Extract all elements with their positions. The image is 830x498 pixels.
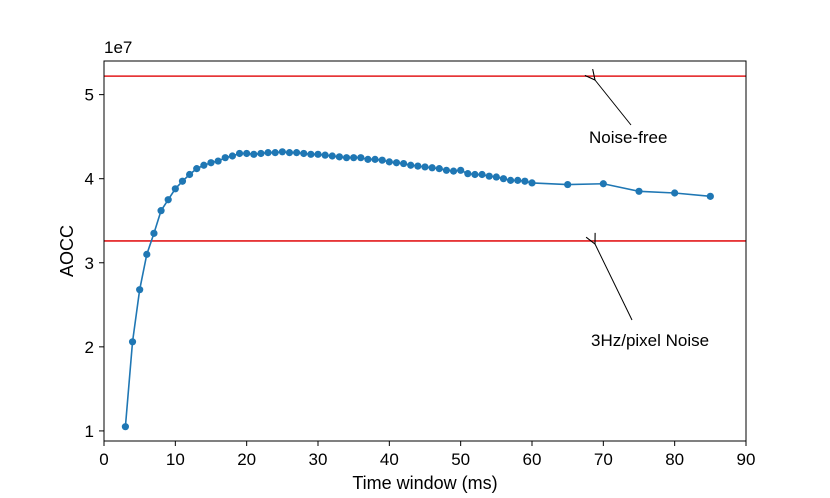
data-point (706, 192, 714, 200)
data-point (321, 151, 329, 159)
y-axis-label: AOCC (57, 225, 77, 277)
axis-ticks: 0 10 20 30 40 50 60 70 80 90 1 2 3 4 5 (85, 86, 756, 469)
data-point (264, 149, 272, 157)
data-point (186, 170, 194, 179)
data-point (136, 286, 144, 294)
data-point (457, 166, 465, 174)
data-point (478, 170, 486, 179)
data-point (635, 187, 643, 195)
data-point (507, 176, 515, 184)
x-tick-label: 30 (309, 450, 328, 469)
x-tick-label: 70 (594, 450, 613, 469)
data-point (514, 176, 522, 184)
data-point (521, 177, 529, 185)
data-point (221, 154, 229, 162)
data-point (442, 166, 450, 174)
x-tick-label: 50 (451, 450, 470, 469)
annotation-label-3hz-noise: 3Hz/pixel Noise (591, 331, 709, 350)
data-point (257, 149, 265, 158)
data-point (492, 173, 500, 181)
data-point (121, 423, 129, 431)
reference-lines (104, 75, 746, 242)
data-point (328, 152, 336, 160)
x-tick-label: 0 (99, 450, 108, 469)
y-scale-exponent-label: 1e7 (104, 38, 132, 57)
y-tick-label: 1 (85, 422, 94, 441)
data-point (371, 155, 379, 163)
y-tick-label: 5 (85, 86, 94, 105)
data-point (157, 207, 165, 215)
annotation-noise-free: Noise-free (589, 80, 667, 147)
data-point (350, 154, 358, 162)
data-point (471, 170, 479, 179)
data-point (271, 149, 279, 157)
data-point (235, 149, 244, 158)
data-point (228, 152, 236, 160)
data-point (428, 164, 436, 172)
annotation-label-noise-free: Noise-free (589, 128, 667, 147)
data-point (314, 150, 322, 158)
data-point (407, 161, 415, 169)
data-point (485, 172, 493, 180)
data-point (671, 189, 679, 197)
data-point (335, 153, 343, 161)
data-point (307, 150, 315, 158)
data-point (171, 185, 179, 193)
data-point (342, 154, 351, 162)
plot-area-frame (103, 60, 747, 442)
data-point (385, 158, 393, 166)
data-point (178, 177, 187, 185)
data-point (400, 159, 408, 168)
x-tick-label: 60 (523, 450, 542, 469)
data-point (464, 170, 472, 178)
x-tick-label: 10 (166, 450, 185, 469)
annotation-arrow-3hz-noise (595, 244, 633, 321)
data-point (164, 196, 172, 204)
data-point (250, 150, 258, 158)
data-point (293, 149, 301, 157)
data-point (243, 149, 251, 158)
data-point (528, 179, 536, 187)
y-tick-label: 3 (85, 254, 94, 273)
data-point (392, 159, 401, 167)
data-point (207, 159, 215, 167)
y-tick-label: 2 (85, 338, 94, 357)
annotation-arrow-noise-free (595, 80, 632, 126)
data-point (378, 156, 386, 164)
annotation-3hz-noise: 3Hz/pixel Noise (591, 244, 709, 350)
x-tick-label: 40 (380, 450, 399, 469)
data-point (285, 149, 294, 157)
data-point (364, 155, 372, 163)
x-tick-label: 90 (737, 450, 756, 469)
data-point (193, 165, 201, 173)
data-point (300, 149, 308, 158)
series-line (124, 150, 711, 427)
data-point (278, 148, 286, 156)
data-point (150, 229, 158, 237)
data-point (143, 250, 151, 258)
data-point (421, 163, 429, 171)
y-tick-label: 4 (85, 170, 94, 189)
data-point (214, 157, 222, 165)
data-point (435, 165, 443, 173)
data-point (599, 180, 607, 188)
data-point (414, 162, 422, 170)
x-axis-label: Time window (ms) (352, 473, 497, 493)
x-tick-label: 20 (237, 450, 256, 469)
x-tick-label: 80 (665, 450, 684, 469)
data-point (357, 154, 365, 162)
series-aocc (121, 148, 714, 431)
data-point (200, 161, 208, 169)
data-point (128, 338, 137, 346)
data-point (564, 180, 572, 189)
data-point (449, 167, 458, 175)
data-point (499, 175, 508, 183)
